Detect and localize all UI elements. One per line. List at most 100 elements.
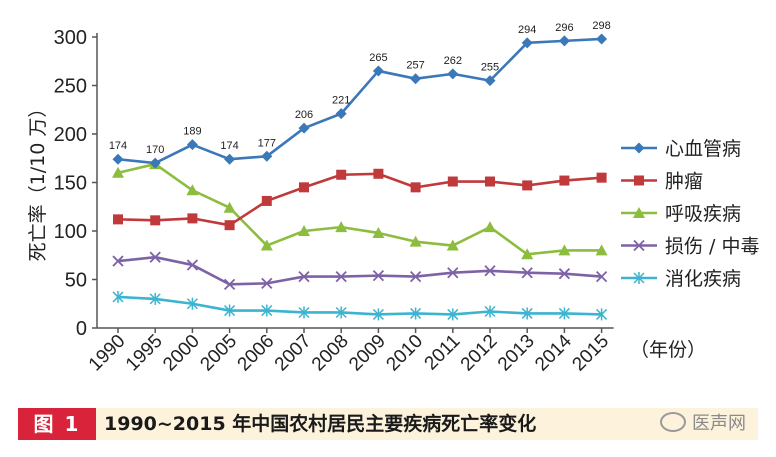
data-point	[410, 307, 422, 320]
legend-entry: 呼吸疾病	[621, 203, 741, 225]
y-tick-label: 50	[65, 270, 87, 292]
data-point	[261, 195, 272, 206]
marker-stroke	[149, 251, 161, 263]
series-triangle	[112, 158, 608, 260]
series-line	[117, 162, 602, 256]
legend-entry: 心血管病	[621, 138, 741, 160]
data-point	[187, 213, 198, 224]
legend-label: 损伤 / 中毒	[665, 236, 759, 258]
marker-stroke	[633, 239, 645, 252]
x-tick-label: 2007	[271, 331, 316, 376]
data-label: 294	[518, 24, 536, 36]
data-point	[410, 182, 421, 193]
legend-marker	[633, 142, 645, 154]
marker-stroke	[558, 268, 571, 280]
legend-entry: 肿瘤	[621, 171, 703, 193]
y-tick-label: 200	[54, 124, 87, 146]
data-point	[261, 304, 273, 317]
data-label: 174	[220, 140, 238, 152]
data-point	[447, 68, 459, 80]
data-point	[112, 166, 124, 178]
data-point	[112, 255, 124, 267]
series-star	[112, 290, 608, 321]
legend-entry: 消化疾病	[621, 268, 741, 290]
data-point	[223, 201, 236, 213]
data-point	[112, 153, 124, 165]
data-point	[224, 220, 235, 231]
marker-stroke	[335, 270, 347, 283]
marker-stroke	[409, 270, 422, 283]
data-point	[558, 35, 570, 47]
marker-stroke	[112, 255, 124, 267]
wechat-icon	[660, 412, 686, 432]
data-point	[372, 65, 384, 77]
legend-marker	[633, 272, 645, 284]
x-tick-label: 2005	[196, 331, 241, 376]
data-point	[261, 277, 273, 290]
series-line	[117, 172, 602, 227]
data-point	[559, 175, 570, 186]
marker-stroke	[186, 259, 199, 271]
data-point	[335, 221, 348, 233]
x-tick-label: 2000	[159, 331, 204, 376]
data-point	[299, 182, 309, 193]
data-point	[335, 270, 347, 283]
y-axis-title: 死亡率（1/10 万）	[27, 99, 49, 262]
data-point	[149, 292, 161, 305]
data-point	[373, 168, 384, 179]
data-point	[522, 180, 533, 191]
watermark-text: 医声网	[692, 413, 746, 434]
data-point	[410, 73, 422, 85]
data-point	[224, 304, 236, 317]
data-point	[484, 265, 496, 277]
data-point	[521, 307, 533, 320]
data-label: 177	[258, 137, 276, 149]
data-point	[224, 153, 236, 165]
marker-stroke	[521, 267, 533, 279]
data-label: 296	[555, 22, 573, 34]
series-line	[117, 255, 602, 286]
figure-label: 图 1	[18, 408, 96, 440]
data-point	[596, 172, 607, 183]
x-tick-label: 1990	[85, 331, 130, 376]
x-tick-label: 1995	[122, 331, 167, 376]
data-point	[485, 176, 495, 187]
data-label: 262	[444, 55, 462, 67]
data-label: 265	[369, 52, 387, 64]
data-point	[186, 259, 199, 271]
data-point	[260, 239, 273, 251]
data-label: 206	[295, 109, 313, 121]
y-tick-label: 100	[54, 221, 87, 243]
data-point	[484, 75, 496, 87]
series-square	[113, 168, 607, 231]
data-label: 189	[183, 126, 201, 138]
data-point	[298, 122, 310, 134]
data-point	[261, 150, 273, 162]
x-axis-title: （年份）	[630, 339, 706, 361]
data-point	[298, 225, 310, 236]
data-point	[150, 215, 161, 226]
data-point	[446, 239, 459, 251]
legend-label: 心血管病	[665, 138, 741, 160]
x-tick-label: 2008	[308, 331, 353, 376]
marker-stroke	[223, 278, 236, 290]
data-point	[298, 270, 310, 283]
data-point	[558, 307, 570, 320]
x-tick-label: 2015	[568, 331, 613, 376]
marker-stroke	[372, 269, 385, 282]
legend-label: 消化疾病	[665, 268, 741, 290]
data-point	[521, 267, 533, 279]
data-label: 174	[109, 140, 127, 152]
x-tick-label: 2013	[494, 331, 539, 376]
data-point	[558, 244, 571, 256]
data-label: 170	[146, 144, 164, 156]
series-line	[117, 295, 602, 316]
marker-stroke	[447, 267, 459, 279]
data-point	[409, 270, 422, 283]
y-tick-label: 150	[54, 173, 87, 195]
data-point	[372, 269, 385, 282]
data-point	[372, 308, 384, 321]
data-point	[113, 214, 123, 225]
x-tick-label: 2014	[531, 330, 576, 375]
series-diamond: 174 170 189 174 177 206 221 265 257 262 255 294 296 2…	[109, 20, 611, 169]
